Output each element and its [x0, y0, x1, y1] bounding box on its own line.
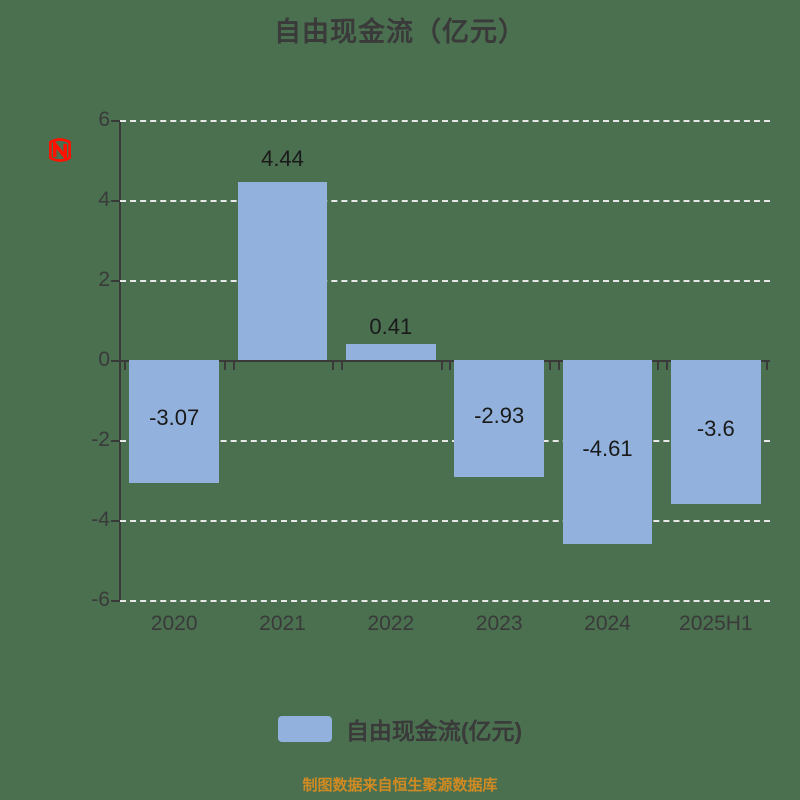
bar-2021[interactable]: [237, 182, 328, 360]
bar-value-label-2023: -2.93: [474, 402, 525, 428]
bar-2024[interactable]: [562, 360, 653, 545]
gridline: [120, 120, 770, 122]
chart-title: 自由现金流（亿元）: [274, 17, 526, 47]
y-axis-tick: [111, 360, 120, 362]
bar-2022[interactable]: [345, 343, 436, 360]
gridline: [120, 440, 770, 442]
x-axis-label-2025H1: 2025H1: [679, 612, 753, 635]
y-axis-label: -2: [91, 428, 110, 451]
x-axis-label-2022: 2022: [367, 612, 415, 635]
bar-value-label-2020: -3.07: [149, 405, 200, 431]
x-axis-label-2020: 2020: [150, 612, 198, 635]
y-axis-label: -4: [91, 508, 110, 531]
bar-2023[interactable]: [454, 360, 545, 478]
gridline: [120, 280, 770, 282]
bar-value-label-2021: 4.44: [261, 146, 304, 172]
x-axis-tick: [549, 360, 552, 370]
x-axis-tick: [449, 360, 452, 370]
x-axis-tick: [665, 360, 668, 370]
x-axis-tick: [340, 360, 343, 370]
y-axis-tick: [111, 600, 120, 602]
x-axis-tick: [332, 360, 335, 370]
y-axis-label: 4: [98, 188, 110, 211]
zero-line: [120, 360, 770, 362]
x-axis-tick: [657, 360, 660, 370]
x-axis-tick: [765, 360, 768, 370]
gridline: [120, 600, 770, 602]
x-axis-tick: [440, 360, 443, 370]
y-axis-label: 2: [98, 268, 110, 291]
x-axis-tick: [557, 360, 560, 370]
bar-value-label-2025H1: -3.6: [696, 416, 735, 441]
legend-label-free-cash-flow: 自由现金流(亿元): [345, 718, 523, 744]
gridline: [120, 520, 770, 522]
x-axis-label-2024: 2024: [584, 612, 631, 635]
y-axis-label: 0: [98, 348, 110, 371]
x-axis-label-2021: 2021: [259, 612, 306, 635]
gridline: [120, 200, 770, 202]
hexun-logo-icon: [49, 138, 71, 162]
y-axis-label: 6: [98, 108, 110, 131]
chart-legend: 自由现金流(亿元): [0, 712, 800, 746]
bar-2025H1[interactable]: [670, 360, 761, 504]
x-axis-tick: [124, 360, 127, 370]
bar-2020[interactable]: [129, 360, 220, 483]
x-axis-tick: [232, 360, 235, 370]
source-note: 制图数据来自恒生聚源数据库: [302, 777, 498, 794]
y-axis-tick: [111, 440, 120, 442]
y-axis-label: -6: [91, 588, 110, 611]
x-axis-label-2023: 2023: [475, 612, 523, 635]
bar-value-label-2024: -4.61: [582, 436, 633, 462]
y-axis-tick: [111, 520, 120, 522]
y-axis-tick: [111, 200, 120, 202]
y-axis-tick: [111, 280, 120, 282]
x-axis-tick: [224, 360, 227, 370]
legend-swatch-free-cash-flow: [277, 716, 332, 742]
bar-value-label-2022: 0.41: [369, 313, 413, 339]
y-axis-tick: [111, 120, 120, 122]
plot-area: 6 4 2 0 -2 -4 -6 -3.07 2020 4.44 2021 0.41 2022 -2.93…: [91, 108, 770, 635]
